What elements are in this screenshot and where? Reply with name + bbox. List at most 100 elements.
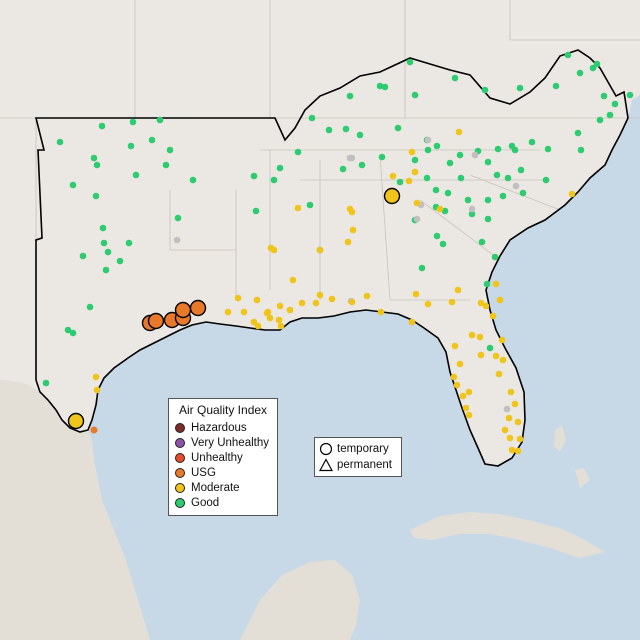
monitor-type-legend: temporary permanent [314, 437, 402, 477]
monitor-marker-good [626, 91, 634, 99]
temporary-monitor-moderate [383, 187, 401, 205]
monitor-marker-good [129, 118, 137, 126]
monitor-marker-good [423, 174, 431, 182]
monitor-marker-good [250, 172, 258, 180]
monitor-marker-good [376, 82, 384, 90]
monitor-marker-good [481, 86, 489, 94]
monitor-marker-good [544, 145, 552, 153]
monitor-marker-good [100, 239, 108, 247]
monitor-marker-good [356, 131, 364, 139]
legend-label-moderate: Moderate [191, 482, 240, 494]
monitor-marker-missing [413, 215, 421, 223]
legend-item-very-unhealthy: Very Unhealthy [175, 436, 269, 450]
monitor-marker-good [606, 111, 614, 119]
monitor-marker-good [600, 92, 608, 100]
monitor-marker-good [456, 151, 464, 159]
monitor-marker-moderate [436, 205, 444, 213]
monitor-marker-good [589, 64, 597, 72]
monitor-marker-good [516, 84, 524, 92]
monitor-marker-moderate [516, 435, 524, 443]
temporary-monitor-usg [189, 299, 207, 317]
monitor-marker-moderate [286, 306, 294, 314]
monitor-marker-moderate [389, 172, 397, 180]
monitor-marker-moderate [456, 360, 464, 368]
monitor-marker-good [433, 142, 441, 150]
monitor-marker-good [56, 138, 64, 146]
monitor-marker-moderate [277, 322, 285, 330]
legend-label-very-unhealthy: Very Unhealthy [191, 437, 269, 449]
monitor-marker-moderate [411, 168, 419, 176]
monitor-marker-moderate [499, 356, 507, 364]
monitor-marker-moderate [450, 373, 458, 381]
monitor-marker-moderate [462, 404, 470, 412]
monitor-marker-moderate [505, 414, 513, 422]
monitor-marker-good [484, 215, 492, 223]
monitor-marker-missing [468, 205, 476, 213]
monitor-marker-moderate [453, 381, 461, 389]
monitor-marker-good [104, 248, 112, 256]
monitor-marker-missing [512, 182, 520, 190]
monitor-marker-good [478, 238, 486, 246]
legend-item-temporary: temporary [319, 441, 389, 456]
temporary-monitor-usg [174, 301, 192, 319]
monitor-marker-moderate [346, 205, 354, 213]
monitor-marker-good [577, 146, 585, 154]
monitor-marker-good [574, 129, 582, 137]
monitor-marker-moderate [413, 199, 421, 207]
monitor-marker-moderate [224, 308, 232, 316]
monitor-marker-moderate [492, 280, 500, 288]
monitor-marker-good [132, 171, 140, 179]
legend-title: Air Quality Index [179, 403, 268, 417]
monitor-marker-missing [503, 405, 511, 413]
usg-swatch-icon [175, 468, 185, 478]
monitor-marker-good [484, 196, 492, 204]
monitor-marker-moderate [363, 292, 371, 300]
monitor-marker-good [116, 257, 124, 265]
monitor-marker-good [381, 83, 389, 91]
monitor-marker-good [69, 329, 77, 337]
monitor-marker-moderate [253, 296, 261, 304]
monitor-marker-moderate [92, 373, 100, 381]
monitor-marker-good [252, 207, 260, 215]
monitor-marker-good [483, 280, 491, 288]
monitor-marker-moderate [477, 299, 485, 307]
monitor-marker-moderate [514, 418, 522, 426]
monitor-marker-moderate [316, 291, 324, 299]
monitor-marker-good [308, 114, 316, 122]
legend-item-hazardous: Hazardous [175, 421, 247, 435]
monitor-marker-good [148, 136, 156, 144]
monitor-marker-moderate [448, 298, 456, 306]
monitor-marker-moderate [468, 331, 476, 339]
monitor-marker-moderate [508, 446, 516, 454]
legend-label-temporary: temporary [337, 442, 389, 455]
unhealthy-swatch-icon [175, 453, 185, 463]
monitor-marker-moderate [568, 190, 576, 198]
legend-item-moderate: Moderate [175, 481, 240, 495]
monitor-marker-good [596, 116, 604, 124]
legend-item-unhealthy: Unhealthy [175, 451, 243, 465]
monitor-marker-good [358, 161, 366, 169]
legend-label-hazardous: Hazardous [191, 422, 247, 434]
monitor-marker-good [98, 122, 106, 130]
monitor-marker-good [411, 91, 419, 99]
state-borders [0, 0, 640, 301]
monitor-marker-good [484, 158, 492, 166]
moderate-swatch-icon [175, 483, 185, 493]
monitor-marker-moderate [514, 447, 522, 455]
monitor-marker-good [411, 156, 419, 164]
monitor-marker-good [552, 82, 560, 90]
monitor-marker-moderate [349, 226, 357, 234]
monitor-marker-good [424, 146, 432, 154]
monitor-marker-good [611, 100, 619, 108]
monitor-marker-moderate [348, 298, 356, 306]
monitor-marker-good [576, 69, 584, 77]
monitor-marker-good [446, 159, 454, 167]
monitor-marker-moderate [455, 128, 463, 136]
monitor-marker-good [444, 189, 452, 197]
monitor-marker-good [491, 253, 499, 261]
monitor-marker-good [494, 145, 502, 153]
monitor-marker-good [378, 153, 386, 161]
monitor-marker-good [270, 176, 278, 184]
monitor-marker-good [517, 166, 525, 174]
